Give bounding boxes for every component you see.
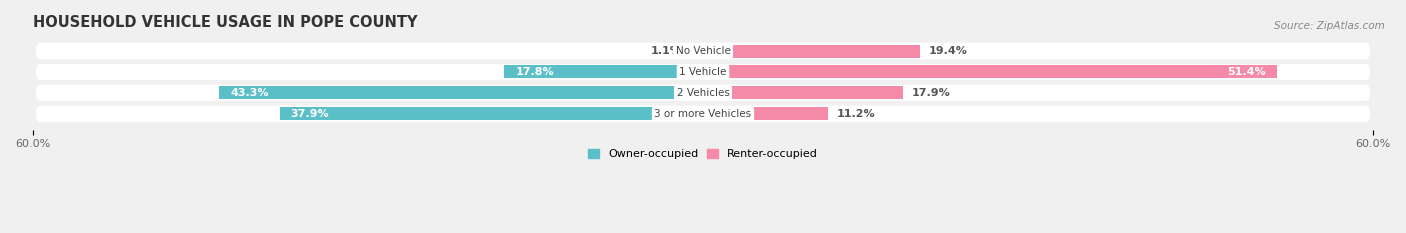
Bar: [505, 65, 703, 79]
Text: 19.4%: 19.4%: [929, 46, 967, 56]
Bar: [280, 107, 703, 120]
Text: 2 Vehicles: 2 Vehicles: [676, 88, 730, 98]
Text: 11.2%: 11.2%: [837, 109, 876, 119]
Text: 51.4%: 51.4%: [1227, 67, 1267, 77]
Text: 1.1%: 1.1%: [651, 46, 682, 56]
Text: 1 Vehicle: 1 Vehicle: [679, 67, 727, 77]
Bar: [703, 86, 903, 99]
Text: 3 or more Vehicles: 3 or more Vehicles: [654, 109, 752, 119]
Text: No Vehicle: No Vehicle: [675, 46, 731, 56]
Bar: [219, 86, 703, 99]
Text: HOUSEHOLD VEHICLE USAGE IN POPE COUNTY: HOUSEHOLD VEHICLE USAGE IN POPE COUNTY: [32, 15, 418, 30]
Text: 17.9%: 17.9%: [912, 88, 950, 98]
FancyBboxPatch shape: [37, 64, 1369, 80]
Bar: [690, 45, 703, 58]
FancyBboxPatch shape: [37, 43, 1369, 59]
Text: 17.8%: 17.8%: [515, 67, 554, 77]
Legend: Owner-occupied, Renter-occupied: Owner-occupied, Renter-occupied: [583, 144, 823, 164]
Bar: [703, 107, 828, 120]
Text: Source: ZipAtlas.com: Source: ZipAtlas.com: [1274, 21, 1385, 31]
Bar: [703, 65, 1277, 79]
Text: 37.9%: 37.9%: [291, 109, 329, 119]
FancyBboxPatch shape: [37, 85, 1369, 101]
Bar: [703, 45, 920, 58]
FancyBboxPatch shape: [37, 106, 1369, 122]
Text: 43.3%: 43.3%: [231, 88, 269, 98]
